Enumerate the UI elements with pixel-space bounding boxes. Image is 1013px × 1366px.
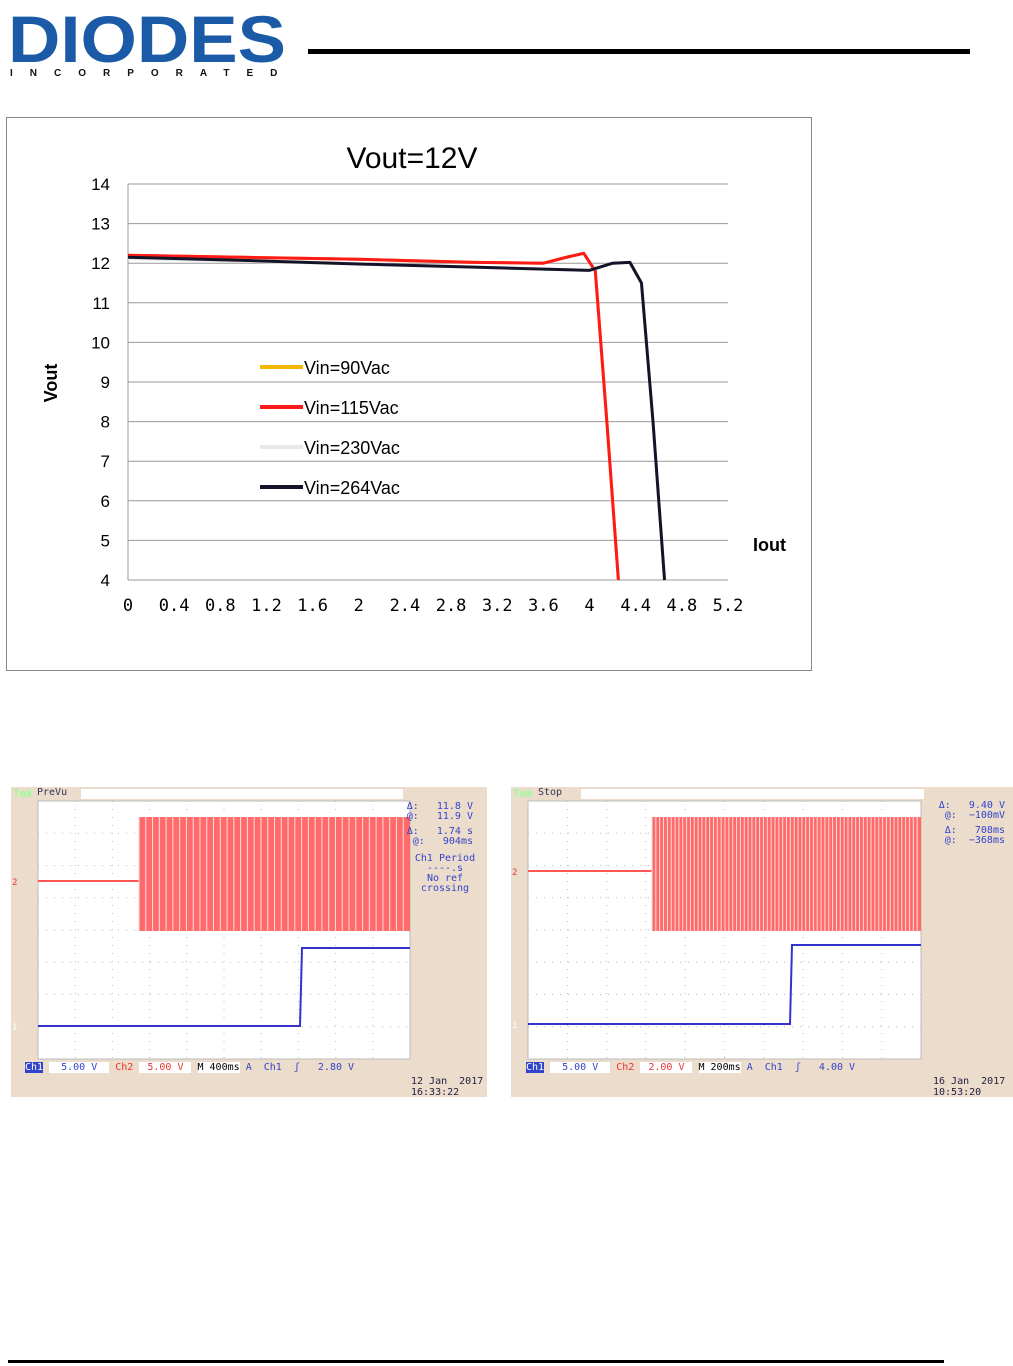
- cursor-readout: Δ: 9.40 V @: −100mV Δ: 708ms @: −368ms: [938, 800, 1005, 846]
- x-tick-label: 4.4: [620, 596, 651, 616]
- scope-mode: Stop: [538, 787, 563, 798]
- tek-logo: Tek: [13, 787, 33, 800]
- ch1-marker: 1: [12, 1023, 17, 1033]
- footer-rule: [8, 1360, 944, 1363]
- y-tick-label: 10: [91, 333, 110, 352]
- measurement-readout: Ch1 Period ----.s No ref crossing: [414, 853, 476, 894]
- series-line: [127, 251, 620, 581]
- scope-settings: Ch1 5.00 V Ch2 2.00 V M 200ms A Ch1 ʃ 4.…: [526, 1062, 856, 1073]
- cursor-readout: Δ: 11.8 V @: 11.9 V Δ: 1.74 s @: 904ms: [406, 801, 473, 847]
- x-tick-label: 3.2: [482, 596, 513, 616]
- x-tick-label: 4: [584, 596, 594, 616]
- ch2-burst-gaps: [138, 817, 404, 931]
- y-tick-label: 7: [101, 452, 110, 471]
- tek-logo: Tek: [513, 787, 533, 800]
- y-tick-label: 14: [91, 175, 110, 194]
- x-tick-label: 0.8: [205, 596, 236, 616]
- y-axis-label: Vout: [41, 364, 61, 403]
- y-tick-label: 5: [101, 531, 110, 550]
- y-tick-label: 12: [91, 254, 110, 273]
- header-rule: [308, 49, 970, 54]
- scope-mode: PreVu: [37, 787, 68, 798]
- record-view: [81, 789, 403, 799]
- x-tick-label: 1.6: [297, 596, 328, 616]
- x-tick-label: 2.4: [390, 596, 421, 616]
- legend-label: Vin=115Vac: [304, 398, 399, 418]
- x-axis-label: Iout: [753, 535, 786, 555]
- ch1-marker: 1: [512, 1021, 517, 1031]
- oscilloscope-capture-2: Tek 1 2 Stop Δ: 9.40 V @: −100mV Δ: 708ms @: …: [511, 787, 1013, 1098]
- record-view: [581, 789, 924, 799]
- y-tick-label: 13: [91, 215, 110, 234]
- x-tick-label: 2.8: [436, 596, 467, 616]
- legend-label: Vin=90Vac: [304, 358, 390, 378]
- svg-text:INCORPORATED: INCORPORATED: [10, 68, 294, 78]
- svg-text:DIODES: DIODES: [8, 6, 286, 76]
- y-tick-label: 6: [101, 492, 110, 511]
- series-line: [127, 256, 667, 581]
- vout-iout-chart: Vout=12V 4 5 6 7 8 9 10 11 12 13 14 0 0.4 0.8 1.2 1.6 2 2.…: [6, 117, 812, 671]
- chart-title: Vout=12V: [347, 142, 478, 175]
- oscilloscope-capture-1: Tek 1 2 PreVu Δ: 11.8 V @: 11.9 V Δ: 1.74 s @…: [11, 787, 487, 1098]
- x-tick-label: 0.4: [159, 596, 190, 616]
- x-tick-label: 5.2: [713, 596, 744, 616]
- scope-timestamp: 12 Jan 2017 16:33:22: [411, 1076, 484, 1098]
- ch1-trace: [38, 947, 410, 1027]
- x-tick-label: 0: [123, 596, 133, 616]
- x-tick-label: 1.2: [251, 596, 282, 616]
- ch2-marker: 2: [12, 878, 17, 888]
- scope-settings: Ch1 5.00 V Ch2 5.00 V M 400ms A Ch1 ʃ 2.…: [25, 1062, 355, 1073]
- ch2-marker: 2: [512, 868, 517, 878]
- y-tick-label: 9: [101, 373, 110, 392]
- ch1-trace: [528, 944, 921, 1025]
- y-tick-label: 4: [101, 571, 110, 590]
- diodes-logo: DIODES INCORPORATED: [8, 2, 298, 83]
- x-tick-label: 4.8: [666, 596, 697, 616]
- ch2-burst-gaps: [651, 817, 918, 931]
- series-line: [127, 255, 667, 581]
- x-tick-label: 2: [354, 596, 364, 616]
- x-tick-label: 3.6: [528, 596, 559, 616]
- legend-label: Vin=264Vac: [304, 478, 400, 498]
- scope-timestamp: 16 Jan 2017 10:53:20: [933, 1076, 1006, 1098]
- y-tick-label: 11: [92, 294, 110, 313]
- legend-label: Vin=230Vac: [304, 438, 400, 458]
- y-tick-label: 8: [101, 413, 110, 432]
